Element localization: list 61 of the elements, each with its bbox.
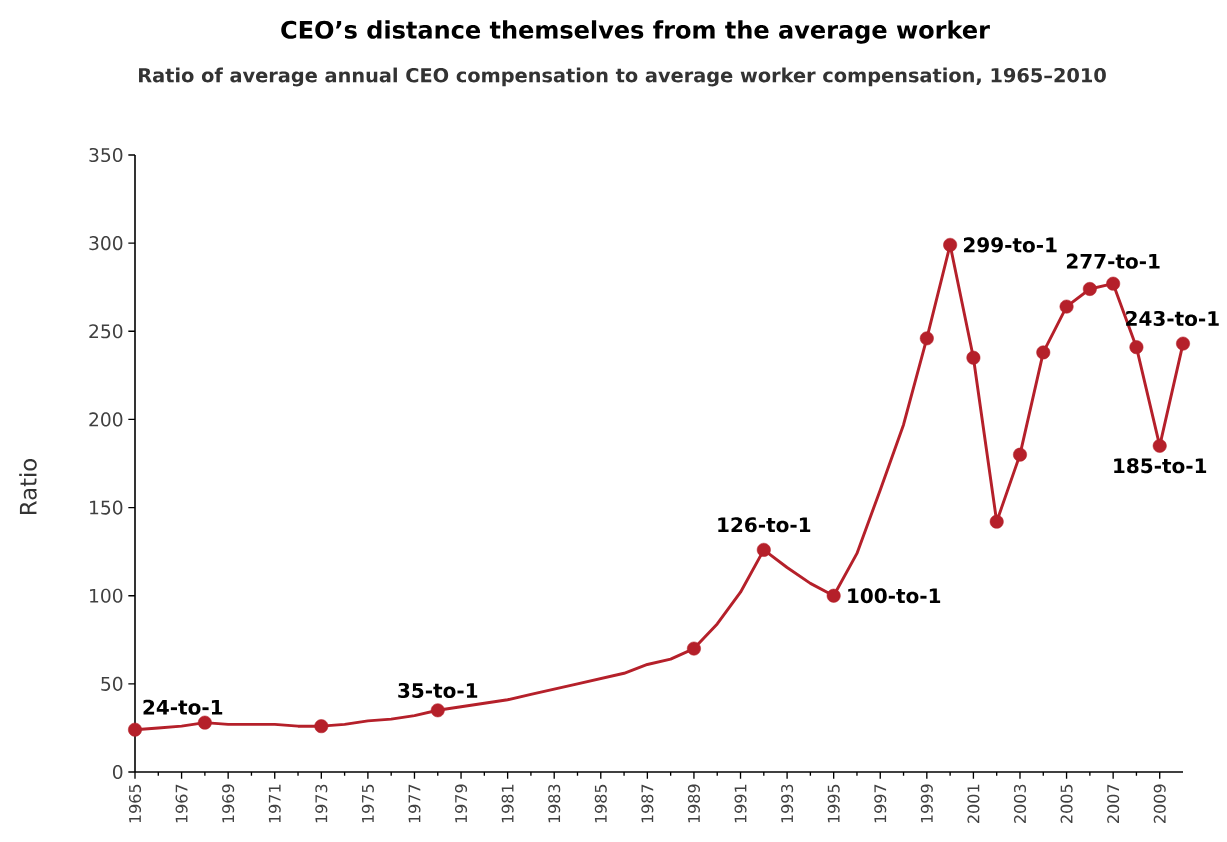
- x-tick-label: 2005: [1060, 784, 1073, 823]
- x-tick-label: 2003: [1013, 784, 1027, 823]
- x-tick-label: 1991: [734, 784, 747, 823]
- chart-title: CEO’s distance themselves from the average worker: [281, 20, 990, 44]
- chart-subtitle: Ratio of average annual CEO compensation to average worker compensation, 1965–2010: [139, 67, 1106, 87]
- point: [687, 641, 701, 656]
- annotation: 185-to-1: [1114, 458, 1207, 474]
- annotation: 24-to-1: [143, 699, 223, 715]
- point: [1106, 276, 1121, 291]
- x-tick-label: 1981: [501, 784, 514, 823]
- x-tick-label: 1985: [594, 784, 607, 823]
- x-tick-label: 1983: [548, 784, 561, 823]
- x-tick-label: 1997: [874, 784, 887, 823]
- point: [756, 542, 771, 557]
- y-tick-label: 50: [101, 676, 123, 691]
- x-tick-label: 1979: [455, 784, 468, 823]
- y-tick-label: 300: [89, 236, 123, 251]
- point: [943, 237, 958, 252]
- point: [1059, 299, 1074, 314]
- point: [430, 703, 445, 718]
- y-tick-label: 350: [89, 147, 123, 163]
- x-tick-label: 2001: [967, 784, 980, 823]
- point: [1013, 447, 1027, 462]
- annotation: 243-to-1: [1126, 310, 1219, 327]
- x-tick-label: 1977: [408, 784, 421, 823]
- y-axis-title: Ratio: [19, 459, 37, 514]
- x-tick-label: 1971: [268, 784, 281, 823]
- point: [1129, 340, 1144, 355]
- x-tick-label: 2009: [1153, 784, 1166, 823]
- point: [128, 722, 142, 737]
- x-tick-label: 1969: [222, 784, 235, 823]
- x-tick-label: 1987: [641, 784, 654, 823]
- point: [826, 588, 841, 603]
- y-tick-label: 150: [90, 500, 123, 515]
- x-tick-label: 1967: [175, 784, 188, 823]
- annotation: 299-to-1: [963, 237, 1057, 253]
- point: [1176, 336, 1190, 351]
- annotation: 100-to-1: [848, 588, 941, 604]
- x-tick-label: 1965: [128, 784, 142, 823]
- y-tick-label: 250: [89, 324, 123, 339]
- point: [919, 331, 934, 346]
- annotation: 35-to-1: [398, 682, 478, 699]
- point: [1152, 438, 1167, 453]
- x-tick-label: 1975: [361, 784, 374, 823]
- x-tick-label: 1973: [315, 784, 328, 823]
- point: [966, 350, 981, 365]
- point: [989, 514, 1004, 529]
- x-tick-label: 1989: [687, 784, 700, 823]
- y-tick-label: 200: [89, 412, 123, 427]
- y-tick-label: 0: [112, 764, 123, 780]
- point: [197, 715, 212, 730]
- annotation: 277-to-1: [1066, 253, 1160, 269]
- point: [1036, 345, 1051, 360]
- x-tick-label: 2007: [1107, 784, 1120, 823]
- x-tick-label: 1995: [827, 784, 840, 823]
- x-tick-label: 1999: [920, 784, 933, 823]
- y-tick-label: 100: [90, 588, 123, 603]
- annotation: 126-to-1: [718, 517, 811, 533]
- point: [314, 719, 329, 734]
- x-tick-label: 1993: [781, 784, 794, 823]
- point: [1082, 282, 1097, 296]
